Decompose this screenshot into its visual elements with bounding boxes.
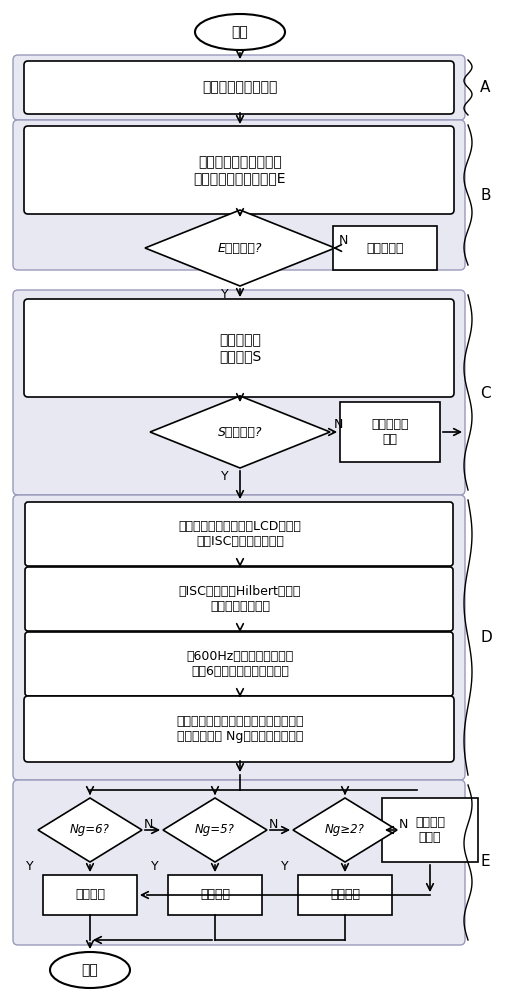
- FancyBboxPatch shape: [25, 632, 453, 696]
- Text: 开始: 开始: [232, 25, 249, 39]
- FancyBboxPatch shape: [13, 120, 465, 270]
- Ellipse shape: [195, 14, 285, 50]
- Text: N: N: [268, 818, 278, 830]
- Text: D: D: [480, 630, 492, 645]
- Text: 操作过电压: 操作过电压: [366, 241, 404, 254]
- Text: 对ISC分量进行Hilbert变换，
获取瞬时频率矩阵: 对ISC分量进行Hilbert变换， 获取瞬时频率矩阵: [179, 585, 301, 613]
- Text: 单相金属性
接地: 单相金属性 接地: [371, 418, 409, 446]
- Text: 求故障后两个工频周波
零序电压的能量贡献率E: 求故障后两个工频周波 零序电压的能量贡献率E: [194, 155, 286, 185]
- Text: N: N: [338, 233, 348, 246]
- Bar: [43, 875, 137, 915]
- Text: E: E: [480, 854, 490, 869]
- Text: N: N: [333, 418, 343, 430]
- FancyBboxPatch shape: [13, 780, 465, 945]
- Text: 分频谐振: 分频谐振: [330, 888, 360, 902]
- Bar: [168, 875, 262, 915]
- Bar: [333, 226, 437, 270]
- Text: Y: Y: [26, 860, 34, 874]
- Bar: [382, 798, 478, 862]
- Text: Ng=6?: Ng=6?: [70, 824, 110, 836]
- Text: 间歇性弧
光接地: 间歇性弧 光接地: [415, 816, 445, 844]
- Text: 高频谐振: 高频谐振: [75, 888, 105, 902]
- Text: 对相应的零序电压进行LCD分解，
获取ISC分量和剩余分量: 对相应的零序电压进行LCD分解， 获取ISC分量和剩余分量: [179, 520, 302, 548]
- Text: C: C: [480, 385, 491, 400]
- Text: Y: Y: [151, 860, 159, 874]
- Text: Ng≥2?: Ng≥2?: [325, 824, 365, 836]
- Text: 过电压波形数据采集: 过电压波形数据采集: [202, 81, 278, 95]
- FancyBboxPatch shape: [24, 61, 454, 114]
- Polygon shape: [38, 798, 142, 862]
- Polygon shape: [293, 798, 397, 862]
- Text: S大于阈值?: S大于阈值?: [218, 426, 262, 438]
- Text: Ng=5?: Ng=5?: [195, 824, 235, 836]
- FancyBboxPatch shape: [24, 126, 454, 214]
- Text: 以600Hz作为总频段范围，
划分6个频带，进行带通滤波: 以600Hz作为总频段范围， 划分6个频带，进行带通滤波: [187, 650, 294, 678]
- Polygon shape: [163, 798, 267, 862]
- Text: Y: Y: [221, 288, 229, 300]
- Text: 结束: 结束: [82, 963, 98, 977]
- Bar: [340, 402, 440, 462]
- Bar: [298, 875, 392, 915]
- Polygon shape: [145, 210, 335, 286]
- Polygon shape: [150, 396, 330, 468]
- Text: N: N: [399, 818, 408, 830]
- Ellipse shape: [50, 952, 130, 988]
- FancyBboxPatch shape: [25, 502, 453, 566]
- Text: A: A: [480, 81, 490, 96]
- FancyBboxPatch shape: [13, 495, 465, 780]
- FancyBboxPatch shape: [24, 299, 454, 397]
- Text: 求三相电压
奇异谱熵S: 求三相电压 奇异谱熵S: [219, 333, 261, 363]
- Text: 计算各频带能量值，选取能量最大的对
应的频带编号 Ng作为重心频带输出: 计算各频带能量值，选取能量最大的对 应的频带编号 Ng作为重心频带输出: [176, 715, 304, 743]
- Text: N: N: [143, 818, 153, 830]
- FancyBboxPatch shape: [13, 55, 465, 120]
- Text: 基频谐振: 基频谐振: [200, 888, 230, 902]
- FancyBboxPatch shape: [25, 567, 453, 631]
- FancyBboxPatch shape: [24, 696, 454, 762]
- Text: Y: Y: [281, 860, 289, 874]
- Text: Y: Y: [221, 470, 229, 483]
- Text: B: B: [480, 188, 490, 202]
- Text: E大于阈值?: E大于阈值?: [218, 241, 262, 254]
- FancyBboxPatch shape: [13, 290, 465, 495]
